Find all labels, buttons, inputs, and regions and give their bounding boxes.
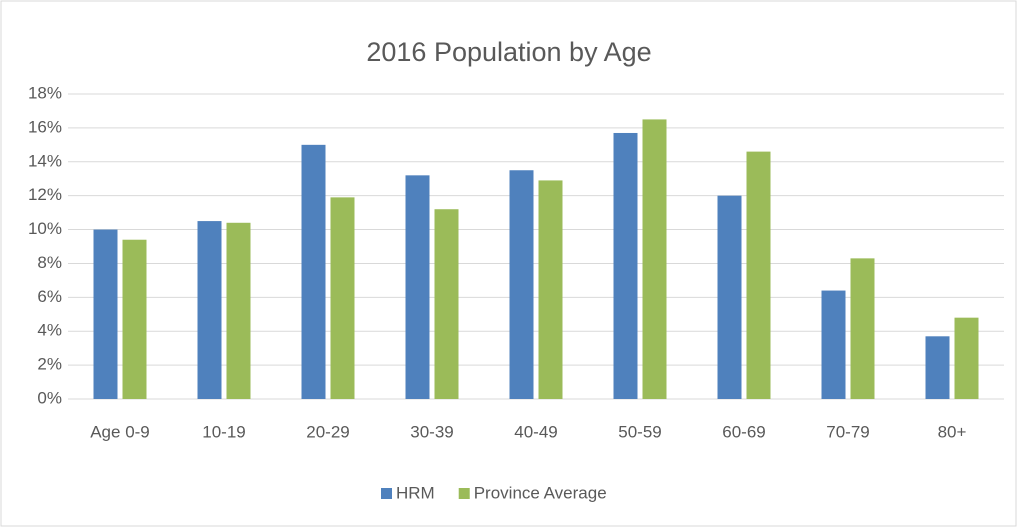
bar bbox=[850, 258, 875, 399]
bar bbox=[197, 221, 222, 399]
bar bbox=[226, 222, 251, 399]
x-tick-label: 10-19 bbox=[202, 422, 245, 441]
x-tick-label: 40-49 bbox=[514, 422, 557, 441]
y-tick-label: 12% bbox=[28, 185, 62, 204]
x-tick-label: 30-39 bbox=[410, 422, 453, 441]
legend-label: Province Average bbox=[474, 483, 607, 502]
y-tick-label: 0% bbox=[37, 388, 62, 407]
bar bbox=[717, 195, 742, 399]
x-tick-label: 70-79 bbox=[826, 422, 869, 441]
y-tick-label: 4% bbox=[37, 321, 62, 340]
chart-title: 2016 Population by Age bbox=[366, 37, 651, 67]
bar bbox=[925, 336, 950, 399]
bar bbox=[93, 229, 118, 399]
legend-swatch bbox=[381, 488, 392, 499]
y-tick-label: 16% bbox=[28, 117, 62, 136]
x-tick-label: 50-59 bbox=[618, 422, 661, 441]
y-tick-label: 2% bbox=[37, 355, 62, 374]
bar bbox=[301, 144, 326, 399]
bar bbox=[509, 170, 534, 399]
y-tick-label: 8% bbox=[37, 253, 62, 272]
x-tick-label: 20-29 bbox=[306, 422, 349, 441]
x-tick-label: Age 0-9 bbox=[90, 422, 150, 441]
bar bbox=[330, 197, 355, 399]
bar bbox=[405, 175, 430, 399]
y-tick-label: 14% bbox=[28, 151, 62, 170]
x-tick-label: 60-69 bbox=[722, 422, 765, 441]
legend-label: HRM bbox=[396, 483, 435, 502]
bar bbox=[642, 119, 667, 400]
y-tick-label: 18% bbox=[28, 83, 62, 102]
y-tick-label: 10% bbox=[28, 219, 62, 238]
bar bbox=[434, 209, 459, 399]
bar bbox=[538, 180, 563, 399]
legend-swatch bbox=[458, 488, 470, 499]
y-tick-label: 6% bbox=[37, 287, 62, 306]
x-tick-label: 80+ bbox=[938, 422, 967, 441]
bar bbox=[954, 317, 979, 399]
bar bbox=[122, 239, 147, 399]
bar bbox=[613, 132, 638, 399]
bar bbox=[746, 151, 771, 399]
bar bbox=[821, 290, 846, 399]
